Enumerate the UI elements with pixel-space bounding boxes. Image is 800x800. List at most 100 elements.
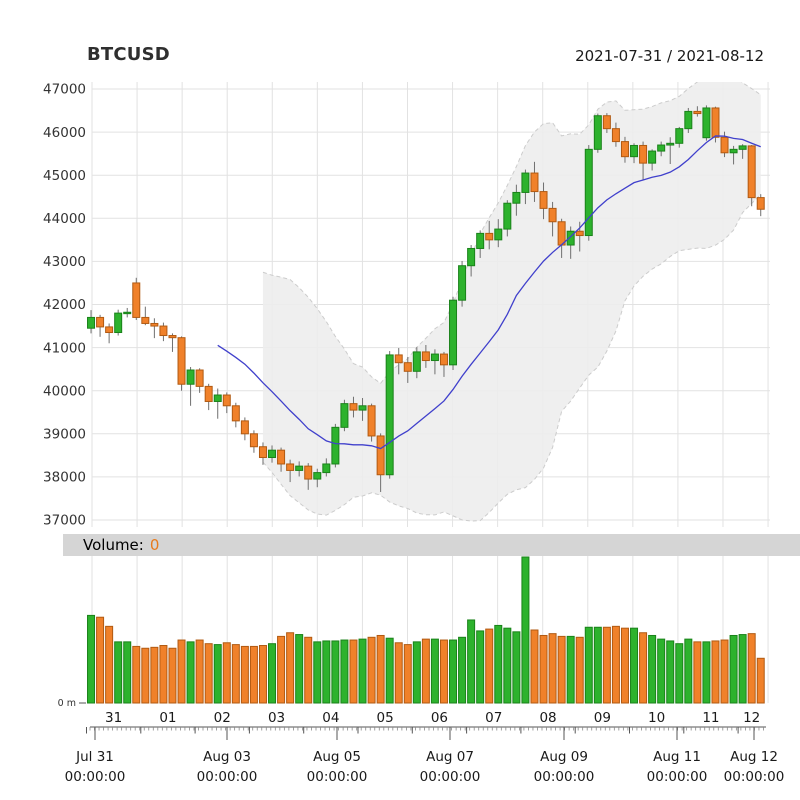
volume-bar xyxy=(87,614,96,704)
candle-body xyxy=(376,435,385,476)
volume-strip: Volume: 0 xyxy=(63,534,800,556)
volume-axis: 0 m xyxy=(58,698,86,709)
volume-bar xyxy=(96,616,105,704)
candle-body xyxy=(648,150,657,164)
candle-body xyxy=(439,353,448,366)
candle-body xyxy=(331,426,340,465)
candle-body xyxy=(530,172,539,193)
svg-text:Jul 31: Jul 31 xyxy=(75,749,114,765)
svg-text:41000: 41000 xyxy=(43,340,86,356)
candle-body xyxy=(756,197,765,210)
candle-body xyxy=(512,191,521,204)
candle-body xyxy=(412,351,421,372)
candle-body xyxy=(503,202,512,230)
candle-body xyxy=(340,403,349,428)
svg-text:Aug 03: Aug 03 xyxy=(203,749,251,765)
candle-body xyxy=(349,403,358,411)
volume-bar xyxy=(476,630,485,704)
svg-text:44000: 44000 xyxy=(43,211,86,227)
candle-body xyxy=(584,148,593,237)
volume-bar xyxy=(738,634,747,704)
volume-bar xyxy=(150,646,159,704)
volume-bar xyxy=(322,640,331,704)
candle-body xyxy=(150,322,159,327)
volume-bar xyxy=(494,624,503,704)
volume-bar xyxy=(548,633,557,704)
svg-text:11: 11 xyxy=(702,710,719,726)
candle-body xyxy=(575,230,584,237)
candle-body xyxy=(620,141,629,158)
volume-bar xyxy=(666,640,675,704)
volume-bar xyxy=(729,634,738,704)
candle-body xyxy=(168,335,177,339)
svg-text:47000: 47000 xyxy=(43,82,86,98)
svg-text:40000: 40000 xyxy=(43,383,86,399)
svg-text:07: 07 xyxy=(485,710,502,726)
candle-body xyxy=(711,107,720,138)
volume-value: 0 xyxy=(149,536,160,554)
svg-text:43000: 43000 xyxy=(43,254,86,270)
volume-bar xyxy=(639,632,648,704)
svg-text:00:00:00: 00:00:00 xyxy=(307,769,368,785)
svg-text:02: 02 xyxy=(214,710,231,726)
volume-bar xyxy=(485,628,494,704)
volume-bar xyxy=(711,640,720,704)
svg-text:0 m: 0 m xyxy=(58,698,76,709)
y-axis: 47000 46000 45000 44000 43000 42000 41000 40000… xyxy=(43,82,86,529)
candle-body xyxy=(222,394,231,407)
volume-bar xyxy=(403,644,412,704)
svg-text:31: 31 xyxy=(105,710,122,726)
candle-body xyxy=(159,325,168,337)
candle-body xyxy=(449,299,458,366)
svg-text:Aug 11: Aug 11 xyxy=(653,749,701,765)
svg-text:45000: 45000 xyxy=(43,168,86,184)
candle-body xyxy=(684,110,693,130)
volume-bar xyxy=(412,641,421,704)
candle-body xyxy=(467,247,476,267)
candle-body xyxy=(268,449,277,459)
candle-body xyxy=(521,172,530,193)
candle-body xyxy=(105,326,114,334)
svg-text:Aug 12: Aug 12 xyxy=(730,749,778,765)
volume-bar xyxy=(159,645,168,704)
volume-bar xyxy=(449,639,458,704)
volume-label: Volume: xyxy=(83,536,144,554)
svg-text:Aug 07: Aug 07 xyxy=(426,749,474,765)
candle-body xyxy=(231,405,240,422)
svg-text:Aug 05: Aug 05 xyxy=(313,749,361,765)
volume-bar xyxy=(286,632,295,704)
volume-bar xyxy=(132,645,141,704)
candle-body xyxy=(494,228,503,241)
svg-text:09: 09 xyxy=(594,710,611,726)
date-range-label: 2021-07-31 / 2021-08-12 xyxy=(575,47,764,65)
volume-bar xyxy=(349,639,358,704)
volume-bar xyxy=(503,627,512,704)
candle-body xyxy=(186,369,195,385)
candle-body xyxy=(430,353,439,362)
volume-bar xyxy=(268,643,277,704)
candle-body xyxy=(539,191,548,209)
candle-body xyxy=(295,465,304,471)
volume-bar xyxy=(331,640,340,704)
volume-bar xyxy=(630,627,639,704)
svg-text:38000: 38000 xyxy=(43,470,86,486)
volume-bar xyxy=(204,643,213,704)
candle-body xyxy=(141,316,150,324)
candle-body xyxy=(657,144,666,152)
candle-body xyxy=(557,221,566,246)
volume-bar xyxy=(249,645,258,704)
volume-bar xyxy=(684,638,693,704)
volume-bar xyxy=(575,636,584,704)
candle-body xyxy=(96,316,105,328)
volume-bar xyxy=(222,642,231,704)
candle-body xyxy=(358,405,367,411)
volume-bar xyxy=(367,636,376,704)
candlesticks xyxy=(87,105,765,492)
candle-body xyxy=(213,394,222,402)
candle-body xyxy=(87,316,96,329)
volume-bar xyxy=(421,638,430,704)
volume-bar xyxy=(602,626,611,704)
volume-bar xyxy=(195,639,204,704)
volume-bar xyxy=(720,639,729,704)
